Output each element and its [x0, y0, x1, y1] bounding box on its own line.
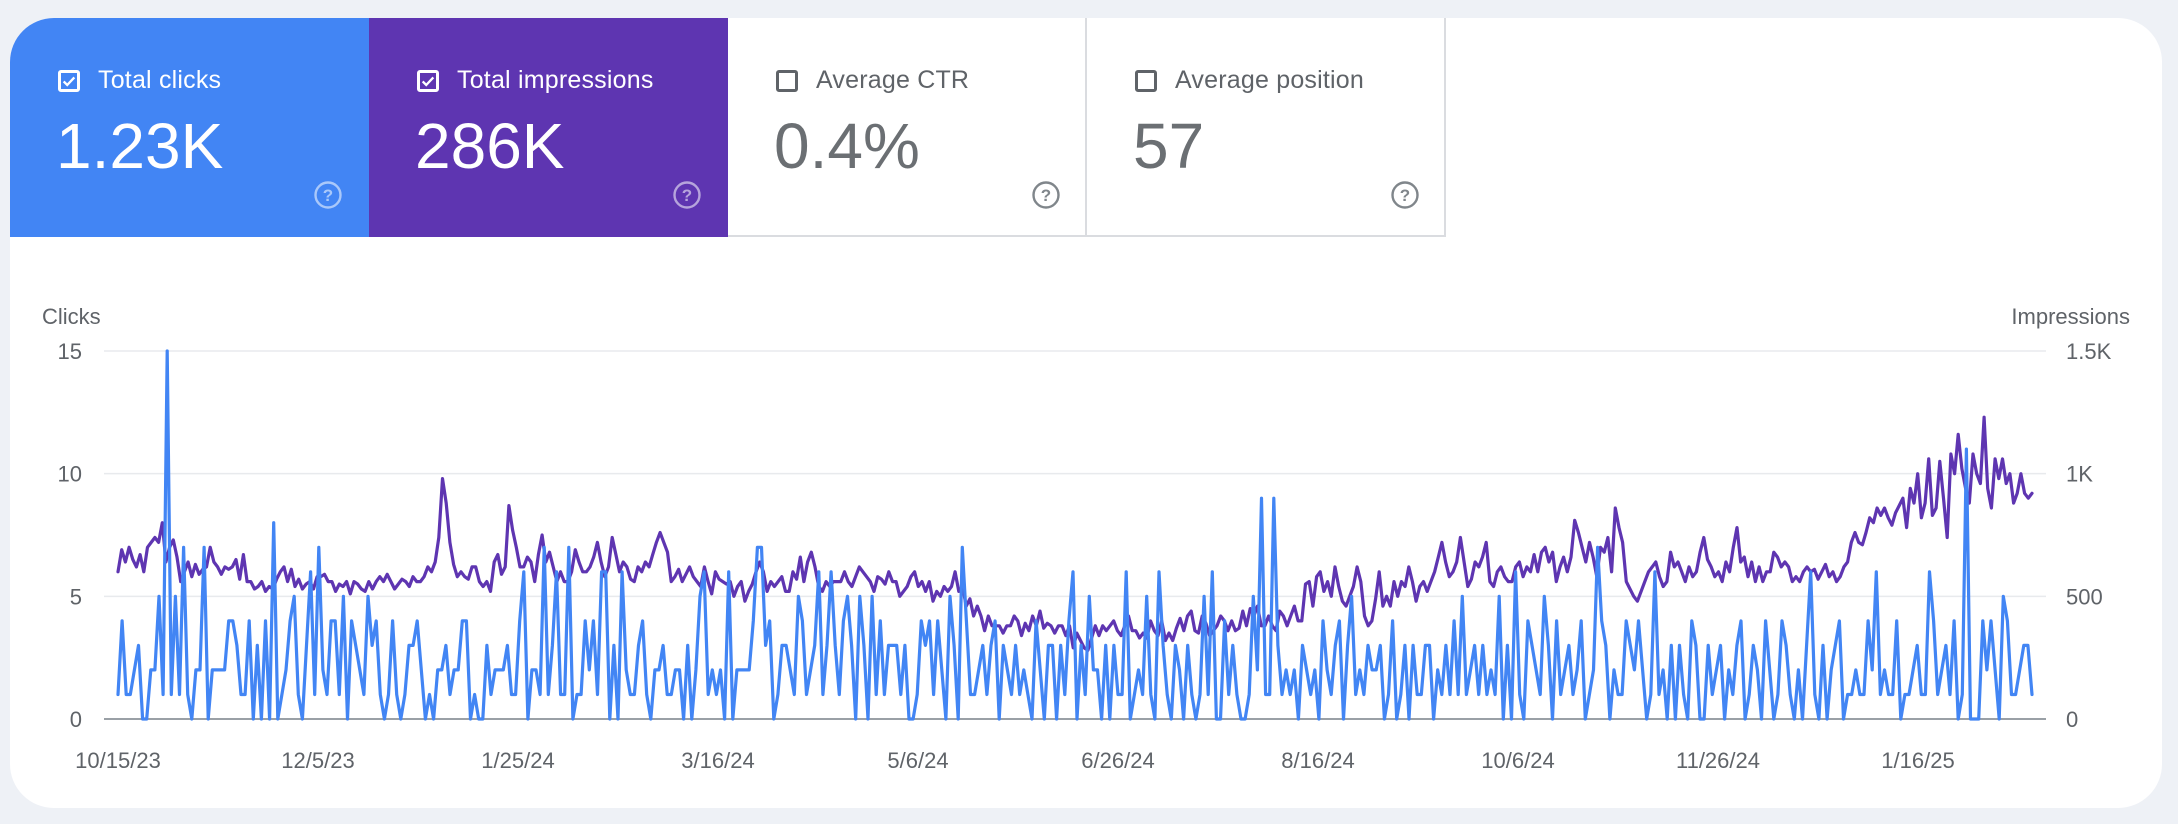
- help-icon[interactable]: ?: [1390, 180, 1420, 210]
- svg-text:?: ?: [323, 186, 333, 205]
- x-tick-label: 6/26/24: [1081, 748, 1154, 773]
- y-axis-left-title: Clicks: [42, 304, 101, 329]
- y-tick-left: 10: [58, 462, 82, 487]
- x-tick-label: 10/15/23: [75, 748, 161, 773]
- y-tick-left: 15: [58, 339, 82, 364]
- tile-total-impressions[interactable]: Total impressions 286K ?: [369, 18, 728, 237]
- tile-header: Total impressions: [417, 66, 654, 95]
- tile-value: 1.23K: [56, 110, 224, 182]
- y-tick-right: 0: [2066, 707, 2078, 732]
- y-tick-left: 0: [70, 707, 82, 732]
- checkbox-unchecked-icon[interactable]: [1135, 69, 1157, 92]
- svg-text:?: ?: [682, 186, 692, 205]
- y-axis-right-title: Impressions: [2011, 304, 2130, 329]
- x-tick-label: 3/16/24: [681, 748, 754, 773]
- svg-text:?: ?: [1400, 186, 1410, 205]
- performance-chart: Clicks 0 5 10 15 Impressions 0 500 1K 1.5K 10/15/2…: [10, 278, 2162, 778]
- svg-text:?: ?: [1041, 186, 1051, 205]
- tile-average-position[interactable]: Average position 57 ?: [1087, 18, 1446, 237]
- tile-value: 0.4%: [774, 110, 920, 182]
- tile-header: Total clicks: [58, 66, 221, 95]
- y-tick-right: 1.5K: [2066, 339, 2112, 364]
- y-tick-right: 500: [2066, 584, 2103, 609]
- y-tick-left: 5: [70, 584, 82, 609]
- x-tick-label: 1/16/25: [1881, 748, 1954, 773]
- x-tick-label: 5/6/24: [887, 748, 948, 773]
- tile-total-clicks[interactable]: Total clicks 1.23K ?: [10, 18, 369, 237]
- tile-header: Average position: [1135, 66, 1364, 95]
- tile-label: Total impressions: [457, 66, 654, 94]
- series-line-clicks: [116, 349, 2034, 721]
- performance-card: Total clicks 1.23K ? Total impressions 2…: [10, 18, 2162, 808]
- tile-header: Average CTR: [776, 66, 969, 95]
- tile-label: Average position: [1175, 66, 1364, 94]
- help-icon[interactable]: ?: [672, 180, 702, 210]
- x-tick-label: 10/6/24: [1481, 748, 1554, 773]
- checkbox-unchecked-icon[interactable]: [776, 69, 798, 92]
- tile-value: 286K: [415, 110, 565, 182]
- x-tick-label: 11/26/24: [1676, 748, 1760, 773]
- line-chart-svg: Clicks 0 5 10 15 Impressions 0 500 1K 1.5K 10/15/2…: [42, 304, 2130, 773]
- help-icon[interactable]: ?: [313, 180, 343, 210]
- tile-average-ctr[interactable]: Average CTR 0.4% ?: [728, 18, 1087, 237]
- x-tick-label: 8/16/24: [1281, 748, 1354, 773]
- checkbox-checked-icon[interactable]: [58, 69, 80, 92]
- x-tick-label: 12/5/23: [281, 748, 354, 773]
- metric-tiles: Total clicks 1.23K ? Total impressions 2…: [10, 18, 1446, 237]
- help-icon[interactable]: ?: [1031, 180, 1061, 210]
- tile-label: Total clicks: [98, 66, 222, 94]
- checkbox-checked-icon[interactable]: [417, 69, 439, 92]
- y-tick-right: 1K: [2066, 462, 2093, 487]
- tile-value: 57: [1133, 110, 1205, 182]
- tile-label: Average CTR: [816, 66, 970, 94]
- x-tick-label: 1/25/24: [481, 748, 554, 773]
